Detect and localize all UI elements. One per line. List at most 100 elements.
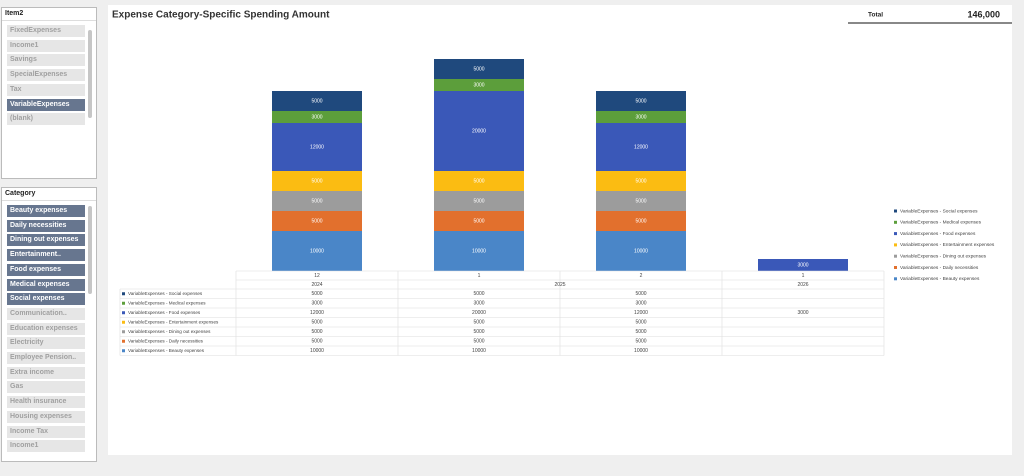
bar-segment	[272, 123, 362, 171]
slicer-item[interactable]: Gas	[7, 381, 85, 394]
table-cell: 5000	[635, 291, 646, 297]
table-cell: 10000	[472, 348, 486, 354]
table-legend-key	[122, 320, 125, 324]
bar-segment	[272, 91, 362, 111]
data-label: 5000	[311, 218, 322, 224]
table-cell: 3000	[797, 310, 808, 316]
bar-segment	[434, 79, 524, 91]
scrollbar[interactable]	[88, 30, 92, 118]
slicer-item[interactable]: SpecialExpenses	[7, 69, 85, 82]
slicer-item[interactable]: Entertainment..	[7, 249, 85, 262]
legend-key	[894, 232, 897, 236]
table-cell: 5000	[635, 339, 646, 345]
slicer-item[interactable]: Beauty expenses	[7, 205, 85, 217]
data-label: 5000	[635, 218, 646, 224]
slicer-item[interactable]: Tax	[7, 83, 85, 96]
data-label: 3000	[635, 114, 646, 120]
data-label: 3000	[311, 114, 322, 120]
table-legend-key	[122, 311, 125, 315]
total-label: Total	[868, 12, 883, 19]
data-label: 5000	[473, 198, 484, 204]
slicer: Category Beauty expenses Daily necessitie…	[1, 187, 97, 462]
bar-segment	[272, 231, 362, 271]
bar-segment	[272, 191, 362, 211]
data-label: 5000	[311, 198, 322, 204]
slicer-item[interactable]: Income Tax	[7, 425, 85, 438]
bar-segment	[272, 211, 362, 231]
table-cell: 5000	[473, 320, 484, 326]
table-cell: 12000	[310, 310, 324, 316]
data-label: 5000	[311, 98, 322, 104]
slicer-item[interactable]: Health insurance	[7, 396, 85, 409]
table-cell: 12000	[634, 310, 648, 316]
table-row-label: VariableExpenses - Beauty expenses	[128, 348, 205, 353]
data-label: 5000	[635, 178, 646, 184]
slicer-item[interactable]: Income1	[7, 39, 85, 52]
legend-key	[894, 243, 897, 247]
bar-segment	[596, 211, 686, 231]
legend-key	[894, 254, 897, 258]
table-legend-key	[122, 339, 125, 343]
slicer-item[interactable]: Employee Pension..	[7, 352, 85, 364]
slicer: Item2 FixedExpenses Income1 Savings Special…	[1, 7, 97, 179]
slicer-item[interactable]: (blank)	[7, 113, 85, 126]
data-label: 5000	[311, 178, 322, 184]
legend-label: VariableExpenses - Beauty expenses	[900, 276, 980, 282]
data-label: 12000	[634, 144, 648, 150]
legend-label: VariableExpenses - Medical expenses	[900, 220, 982, 226]
table-row-label: VariableExpenses - Food expenses	[128, 310, 201, 315]
scrollbar[interactable]	[88, 206, 92, 294]
slicer-item[interactable]: Savings	[7, 54, 85, 67]
bar-segment	[596, 123, 686, 171]
table-row-label: VariableExpenses - Entertainment expense…	[128, 319, 219, 324]
chart-area: Expense Category-Specific Spending Amoun…	[108, 5, 1012, 455]
bar-segment	[434, 171, 524, 191]
legend-key	[894, 220, 897, 224]
x-tick-label: 1	[802, 273, 805, 279]
slicer-item[interactable]: Food expenses	[7, 263, 85, 276]
legend-label: VariableExpenses - Social expenses	[900, 208, 978, 214]
slicer-item[interactable]: Electricity	[7, 337, 85, 350]
table-row-label: VariableExpenses - Medical expenses	[128, 300, 206, 305]
x-tick-label: 2	[640, 273, 643, 279]
table-cell: 10000	[310, 348, 324, 354]
bar-segment	[272, 171, 362, 191]
slicer-item[interactable]: VariableExpenses	[7, 98, 85, 111]
bar-segment	[596, 171, 686, 191]
legend-label: VariableExpenses - Daily necessities	[900, 265, 979, 271]
legend-key	[894, 266, 897, 269]
bar-segment	[434, 191, 524, 211]
slicer-item[interactable]: Extra income	[7, 366, 85, 379]
data-label: 20000	[472, 128, 486, 134]
bar-segment	[434, 59, 524, 79]
table-legend-key	[122, 301, 125, 305]
slicer-item[interactable]: Dining out expenses	[7, 234, 85, 247]
table-cell: 5000	[311, 320, 322, 326]
slicer-item[interactable]: Communication..	[7, 307, 85, 320]
x-tick-label: 12	[314, 273, 320, 279]
table-row-label: VariableExpenses - Dining out expenses	[128, 329, 211, 334]
table-cell: 5000	[473, 291, 484, 297]
x-group-label: 2026	[797, 282, 808, 288]
slicer-item[interactable]: Medical expenses	[7, 278, 85, 291]
chart-title: Expense Category-Specific Spending Amoun…	[112, 10, 330, 21]
slicer-item[interactable]: Education expenses	[7, 322, 85, 335]
chart: Expense Category-Specific Spending Amoun…	[112, 9, 1012, 356]
table-cell: 5000	[311, 291, 322, 297]
slicer-item[interactable]: FixedExpenses	[7, 25, 85, 37]
data-label: 10000	[634, 248, 648, 254]
table-cell: 5000	[311, 329, 322, 335]
table-legend-key	[122, 349, 125, 353]
table-cell: 5000	[635, 320, 646, 326]
slicer-item[interactable]: Social expenses	[7, 293, 85, 306]
table-row-label: VariableExpenses - Social expenses	[128, 291, 203, 296]
table-legend-key	[122, 292, 125, 296]
table-cell: 3000	[635, 301, 646, 307]
slicer-item[interactable]: Daily necessities	[7, 219, 85, 232]
slicer-item[interactable]: Housing expenses	[7, 410, 85, 423]
legend-label: VariableExpenses - Food expenses	[900, 231, 976, 237]
legend-key	[894, 277, 897, 281]
table-legend-key	[122, 330, 125, 334]
slicer-item[interactable]: Income1	[7, 440, 85, 453]
